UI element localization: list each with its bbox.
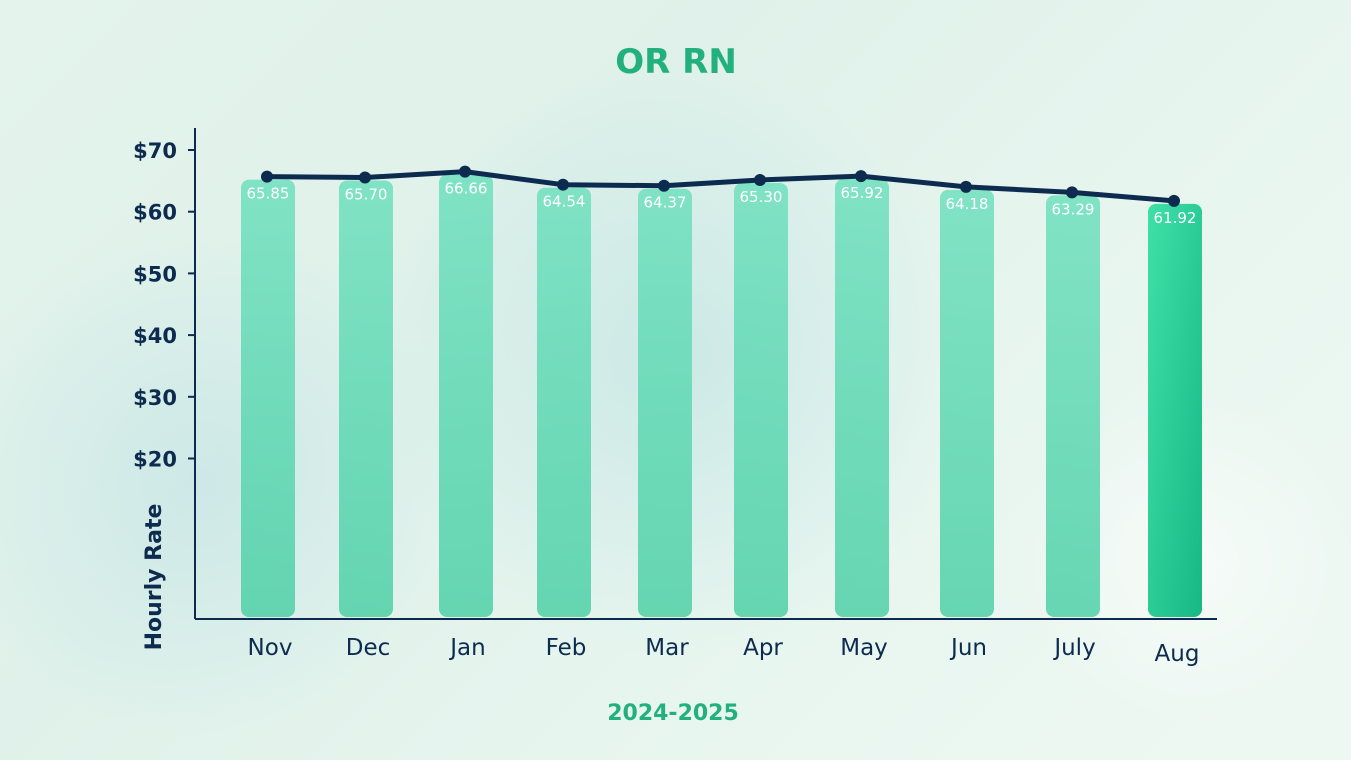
x-tick-label-dec: Dec (346, 635, 391, 661)
x-tick-label-feb: Feb (546, 635, 587, 661)
y-ticks-layer: $20 $30 $40 $50 $60 $70 (133, 139, 195, 472)
x-tick-label-july: July (1052, 635, 1095, 661)
y-tick-label: $40 (133, 324, 177, 348)
bar-nov (241, 179, 295, 617)
line-point-july (1066, 186, 1078, 199)
line-point-jun (960, 180, 972, 193)
data-label-feb: 64.54 (543, 193, 586, 211)
data-label-apr: 65.30 (740, 188, 783, 206)
x-ticks-layer: Nov Dec Jan Feb Mar Apr May Jun July Aug (248, 635, 1200, 667)
bar-mar (638, 188, 692, 617)
line-point-feb (557, 178, 569, 191)
line-point-apr (754, 173, 766, 186)
chart-title: OR RN (615, 42, 737, 82)
line-point-may (855, 170, 867, 183)
data-label-aug: 61.92 (1154, 209, 1197, 227)
y-tick-label: $20 (133, 448, 177, 472)
line-layer (261, 165, 1180, 207)
line-point-dec (359, 171, 371, 184)
y-axis-label: Hourly Rate (142, 504, 167, 651)
bar-apr (734, 182, 788, 617)
y-tick-label: $60 (133, 201, 177, 225)
x-tick-label-jan: Jan (448, 635, 485, 661)
x-axis-label: 2024-2025 (607, 701, 739, 726)
line-point-aug (1168, 194, 1180, 207)
bar-dec (339, 180, 393, 617)
data-label-mar: 64.37 (644, 194, 687, 212)
x-tick-label-jun: Jun (949, 635, 987, 661)
data-label-jun: 64.18 (946, 195, 989, 213)
x-tick-label-mar: Mar (645, 635, 689, 661)
bar-jan (439, 174, 493, 618)
data-label-july: 63.29 (1052, 200, 1095, 218)
x-tick-label-apr: Apr (743, 635, 783, 661)
line-point-jan (459, 165, 471, 178)
bar-may (835, 179, 889, 618)
x-tick-label-may: May (840, 635, 888, 661)
trend-line (264, 169, 1177, 204)
x-tick-label-nov: Nov (248, 635, 293, 661)
data-label-dec: 65.70 (345, 186, 388, 204)
data-label-nov: 65.85 (247, 185, 290, 203)
bar-aug (1148, 203, 1202, 617)
bars-layer (241, 174, 1202, 618)
line-point-mar (658, 179, 670, 192)
data-labels-layer: 65.85 65.70 66.66 64.54 64.37 65.30 65.92 64.18… (247, 180, 1197, 227)
data-label-may: 65.92 (841, 184, 884, 202)
y-tick-label: $50 (133, 262, 177, 286)
data-label-jan: 66.66 (445, 180, 488, 198)
x-tick-label-aug: Aug (1155, 641, 1200, 667)
bar-july (1046, 195, 1100, 617)
y-tick-label: $70 (133, 139, 177, 163)
bar-feb (537, 187, 591, 617)
y-tick-label: $30 (133, 386, 177, 410)
line-point-nov (261, 170, 273, 183)
bar-jun (940, 189, 994, 617)
